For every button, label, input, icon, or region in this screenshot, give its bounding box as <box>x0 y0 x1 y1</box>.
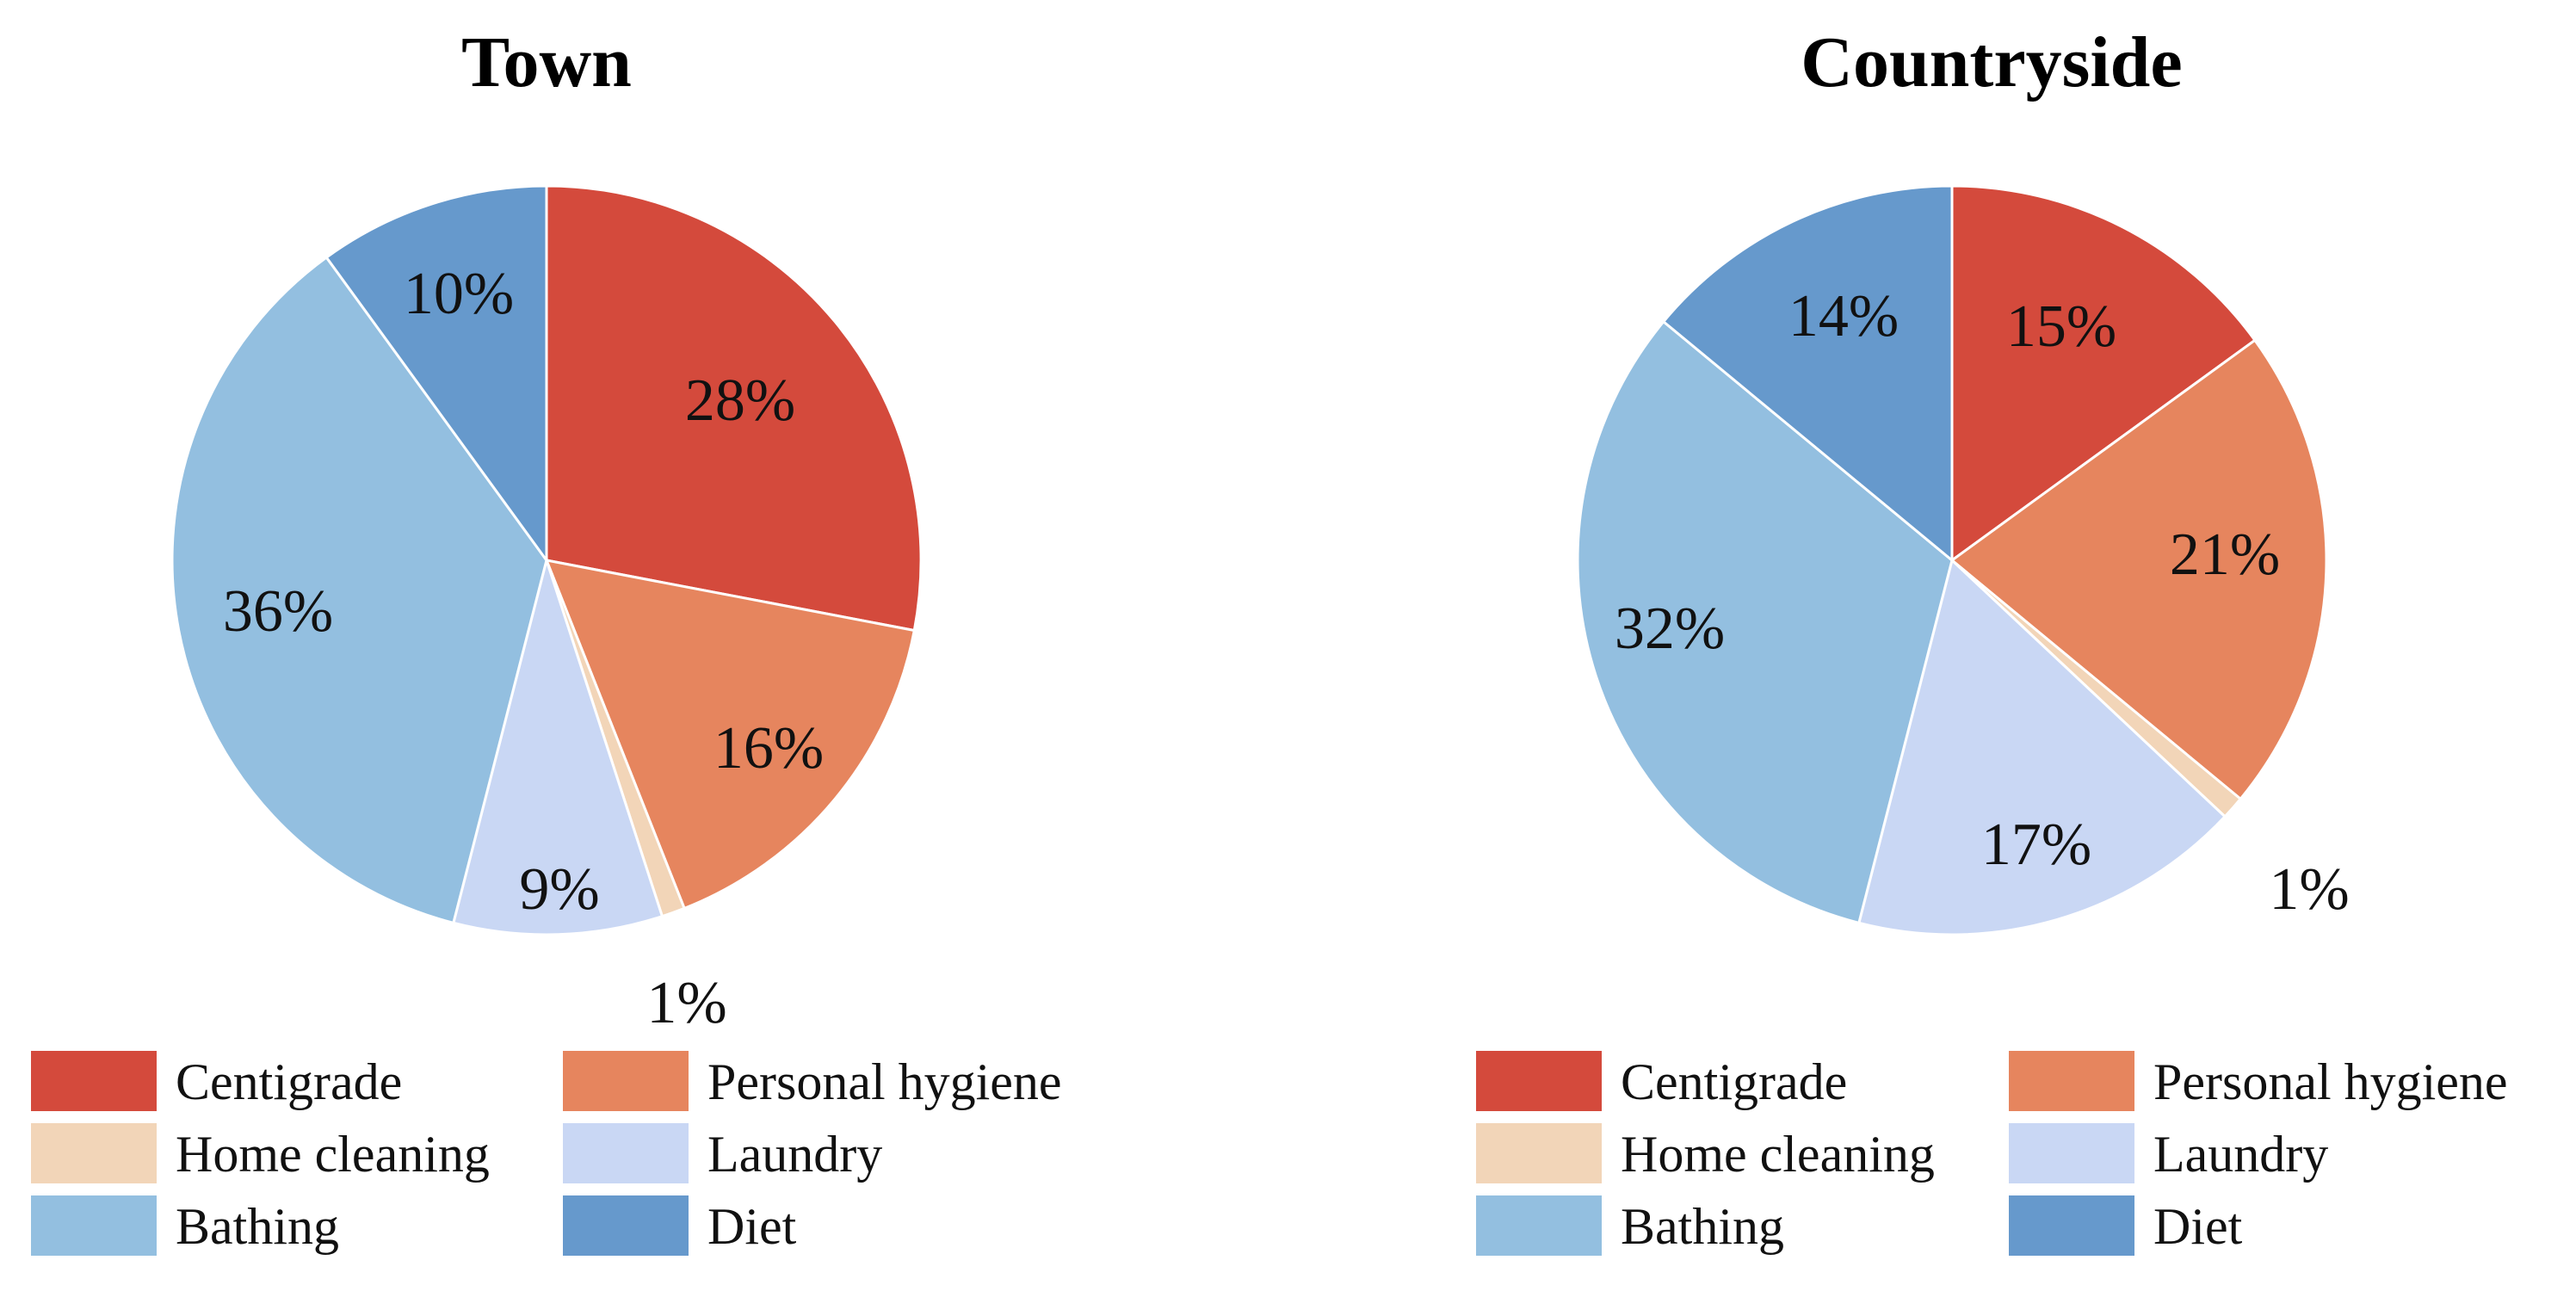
town-legend-label-personal-hygiene: Personal hygiene <box>707 1053 1062 1110</box>
town-legend-swatch-home-cleaning <box>31 1123 157 1183</box>
town-legend-swatch-bathing <box>31 1195 157 1256</box>
town-slice-centigrade <box>545 184 923 633</box>
town-label-centigrade: 28% <box>685 368 795 434</box>
countryside-legend-swatch-bathing <box>1476 1195 1602 1256</box>
countryside-legend-swatch-home-cleaning <box>1476 1123 1602 1183</box>
countryside-legend-swatch-laundry <box>2009 1123 2134 1183</box>
countryside-legend-swatch-centigrade <box>1476 1051 1602 1111</box>
town-label-bathing: 36% <box>223 578 333 645</box>
town-legend-swatch-laundry <box>563 1123 689 1183</box>
countryside-legend-label-centigrade: Centigrade <box>1621 1053 1847 1110</box>
countryside-slice-bathing <box>1576 320 1954 924</box>
countryside-legend-swatch-diet <box>2009 1195 2134 1256</box>
town-label-personal-hygiene: 16% <box>713 715 824 781</box>
countryside-chart: Countryside 15% 21% 1% 17% 32% 14% Centigrade… <box>1476 22 2508 1256</box>
countryside-label-personal-hygiene: 21% <box>2170 522 2280 588</box>
town-slice-labels: 28% 16% 1% 9% 36% 10% <box>223 261 824 1036</box>
countryside-legend-label-bathing: Bathing <box>1621 1198 1784 1255</box>
town-legend-swatch-personal-hygiene <box>563 1051 689 1111</box>
town-legend-label-centigrade: Centigrade <box>176 1053 402 1110</box>
town-label-home-cleaning: 1% <box>646 970 726 1036</box>
town-legend-swatch-diet <box>563 1195 689 1256</box>
countryside-legend: Centigrade Personal hygiene Home cleaning L… <box>1476 1051 2508 1256</box>
town-label-laundry: 9% <box>519 856 599 923</box>
countryside-label-centigrade: 15% <box>2006 293 2116 360</box>
countryside-label-home-cleaning: 1% <box>2269 856 2349 923</box>
countryside-slice-laundry <box>1857 559 2227 936</box>
countryside-legend-label-diet: Diet <box>2153 1198 2243 1255</box>
countryside-label-bathing: 32% <box>1615 596 1725 662</box>
countryside-chart-title: Countryside <box>1801 22 2182 102</box>
town-legend-label-diet: Diet <box>707 1198 797 1255</box>
town-label-diet: 10% <box>404 261 514 327</box>
town-legend: Centigrade Personal hygiene Home cleaning L… <box>31 1051 1062 1256</box>
countryside-slice-labels: 15% 21% 1% 17% 32% 14% <box>1615 283 2350 923</box>
town-legend-swatch-centigrade <box>31 1051 157 1111</box>
town-legend-label-home-cleaning: Home cleaning <box>176 1126 490 1183</box>
town-chart-title: Town <box>461 22 632 102</box>
countryside-slice-diet <box>1662 184 1954 562</box>
town-legend-label-laundry: Laundry <box>707 1126 882 1183</box>
countryside-legend-swatch-personal-hygiene <box>2009 1051 2134 1111</box>
town-slice-bathing <box>170 256 548 924</box>
town-slice-laundry <box>452 559 664 936</box>
countryside-legend-label-personal-hygiene: Personal hygiene <box>2153 1053 2508 1110</box>
countryside-legend-label-home-cleaning: Home cleaning <box>1621 1126 1935 1183</box>
countryside-slice-centigrade <box>1950 184 2257 562</box>
town-slice-diet <box>324 184 548 562</box>
town-legend-label-bathing: Bathing <box>176 1198 339 1255</box>
town-pie <box>170 184 923 936</box>
town-slice-personal-hygiene <box>545 559 916 910</box>
countryside-slice-personal-hygiene <box>1950 338 2328 800</box>
countryside-label-diet: 14% <box>1788 283 1899 349</box>
countryside-pie <box>1576 184 2328 936</box>
town-chart: Town 28% 16% 1% 9% 36% 10% Centigrade Personal… <box>31 22 1062 1256</box>
countryside-label-laundry: 17% <box>1981 812 2091 878</box>
countryside-legend-label-laundry: Laundry <box>2153 1126 2328 1183</box>
